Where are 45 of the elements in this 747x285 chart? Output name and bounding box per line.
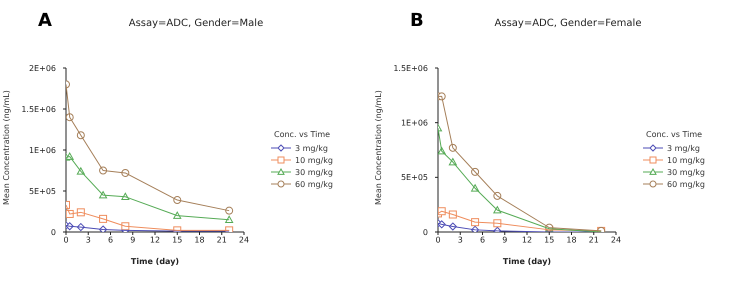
x-tick-label: 18 [194,236,205,245]
x-tick-label: 6 [480,236,486,245]
y-tick-label: 1E+06 [28,146,56,155]
x-tick-label: 21 [216,236,227,245]
chart-title: Assay=ADC, Gender=Male [128,18,264,29]
y-axis-title: Mean Concentration (ng/mL) [374,90,383,205]
x-tick-label: 12 [522,236,532,245]
chart-title: Assay=ADC, Gender=Female [494,18,642,29]
x-tick-label: 0 [63,236,69,245]
x-tick-label: 6 [108,236,114,245]
y-axis-title: Mean Concentration (ng/mL) [2,90,11,205]
legend-label: 60 mg/kg [295,180,333,188]
legend-label: 10 mg/kg [295,156,333,164]
y-tick-label: 5E+05 [28,186,56,196]
legend-label: 30 mg/kg [295,168,333,176]
x-tick-label: 15 [172,236,182,245]
y-tick-label: 0 [50,228,56,237]
x-tick-label: 0 [435,236,441,245]
legend-title: Conc. vs Time [274,130,332,139]
x-tick-label: 21 [588,236,599,245]
legend-label: 3 mg/kg [667,144,700,152]
legend-label: 10 mg/kg [667,156,705,164]
x-tick-label: 24 [610,236,622,245]
x-tick-label: 12 [150,236,160,245]
legend-title: Conc. vs Time [646,130,704,139]
x-tick-label: 9 [130,236,136,245]
y-tick-label: 2E+06 [28,64,56,73]
text: A [38,10,52,31]
legend-label: 30 mg/kg [667,168,705,176]
x-tick-label: 18 [566,236,577,245]
y-tick-label: 5E+05 [400,173,428,182]
x-axis-title: Time (day) [130,257,180,266]
x-tick-label: 24 [238,236,250,245]
legend-label: 60 mg/kg [667,180,705,188]
x-axis-title: Time (day) [502,257,552,266]
x-tick-label: 15 [544,236,554,245]
y-tick-label: 1.5E+06 [21,104,56,114]
x-tick-label: 3 [86,236,91,245]
y-tick-label: 0 [422,228,428,237]
text: B [410,10,424,31]
y-tick-label: 1E+06 [400,118,428,128]
legend-label: 3 mg/kg [295,144,328,152]
x-tick-label: 9 [502,236,508,245]
x-tick-label: 3 [458,236,463,245]
y-tick-label: 1.5E+06 [393,64,428,73]
